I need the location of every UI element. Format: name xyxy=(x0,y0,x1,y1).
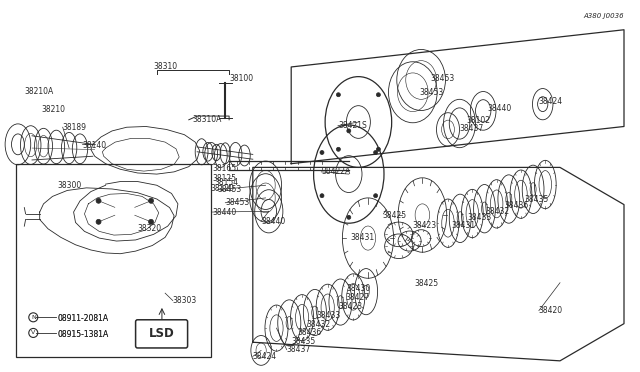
Circle shape xyxy=(148,219,154,224)
Text: 38437: 38437 xyxy=(460,124,484,133)
Text: 38154: 38154 xyxy=(214,178,239,187)
Text: 08911-2081A: 08911-2081A xyxy=(58,314,109,323)
Text: 38431: 38431 xyxy=(351,233,375,242)
Text: 38433: 38433 xyxy=(467,213,492,222)
Text: 38436: 38436 xyxy=(504,201,529,210)
Circle shape xyxy=(374,194,378,198)
Text: 38436: 38436 xyxy=(298,328,322,337)
Text: 38453: 38453 xyxy=(430,74,454,83)
Text: V: V xyxy=(31,330,35,336)
Text: 38453: 38453 xyxy=(225,198,250,207)
Circle shape xyxy=(347,215,351,219)
Text: 38440: 38440 xyxy=(261,217,285,226)
Circle shape xyxy=(148,198,154,203)
Text: 38440: 38440 xyxy=(488,104,512,113)
Text: 38432: 38432 xyxy=(306,320,330,329)
Circle shape xyxy=(376,93,380,97)
Text: 38424: 38424 xyxy=(253,352,277,361)
Text: 38421S: 38421S xyxy=(338,121,367,130)
Text: 38437: 38437 xyxy=(287,345,311,354)
Text: 38120: 38120 xyxy=(210,185,234,193)
Text: LSD: LSD xyxy=(148,327,175,340)
Text: 38165: 38165 xyxy=(212,164,237,173)
FancyBboxPatch shape xyxy=(136,320,188,348)
Text: 38425: 38425 xyxy=(383,211,407,219)
Text: 38300: 38300 xyxy=(58,181,82,190)
Text: 38210A: 38210A xyxy=(24,87,54,96)
Circle shape xyxy=(337,93,340,97)
Text: 38100: 38100 xyxy=(229,74,253,83)
Text: N: N xyxy=(31,315,36,320)
Circle shape xyxy=(320,151,324,154)
Text: 38189: 38189 xyxy=(63,123,87,132)
Circle shape xyxy=(96,198,101,203)
Text: 38303: 38303 xyxy=(173,296,197,305)
Text: 08915-1381A: 08915-1381A xyxy=(58,330,109,339)
Text: 38140: 38140 xyxy=(82,141,106,150)
Text: A380 J0036: A380 J0036 xyxy=(584,13,624,19)
Text: 38427: 38427 xyxy=(346,293,370,302)
Text: 38425: 38425 xyxy=(415,279,439,288)
Text: 38430: 38430 xyxy=(347,284,371,293)
Text: 38453: 38453 xyxy=(419,88,444,97)
Circle shape xyxy=(374,151,378,154)
Text: 38320: 38320 xyxy=(138,224,162,232)
Bar xyxy=(16,164,211,357)
Text: 38453: 38453 xyxy=(218,185,242,194)
Text: 08915-1381A: 08915-1381A xyxy=(58,330,109,339)
Text: 38310A: 38310A xyxy=(192,115,221,124)
Text: 38433: 38433 xyxy=(317,311,341,320)
Text: 38102: 38102 xyxy=(466,116,490,125)
Text: 38125: 38125 xyxy=(212,174,237,183)
Text: 38423: 38423 xyxy=(413,221,437,230)
Circle shape xyxy=(337,147,340,151)
Text: 08911-2081A: 08911-2081A xyxy=(58,314,109,323)
Text: 38422A: 38422A xyxy=(321,167,351,176)
Circle shape xyxy=(347,129,351,133)
Text: 38431: 38431 xyxy=(451,221,476,230)
Text: 38420: 38420 xyxy=(539,306,563,315)
Text: 38424: 38424 xyxy=(539,97,563,106)
Text: 38435: 38435 xyxy=(291,337,316,346)
Text: 38423: 38423 xyxy=(338,302,362,311)
Text: 38435: 38435 xyxy=(525,195,549,203)
Text: 38440: 38440 xyxy=(212,208,237,217)
Circle shape xyxy=(320,194,324,198)
Text: 38432: 38432 xyxy=(485,207,509,216)
Circle shape xyxy=(96,219,101,224)
Text: 38210: 38210 xyxy=(42,105,65,114)
Text: 38310: 38310 xyxy=(153,62,177,71)
Circle shape xyxy=(376,147,380,151)
